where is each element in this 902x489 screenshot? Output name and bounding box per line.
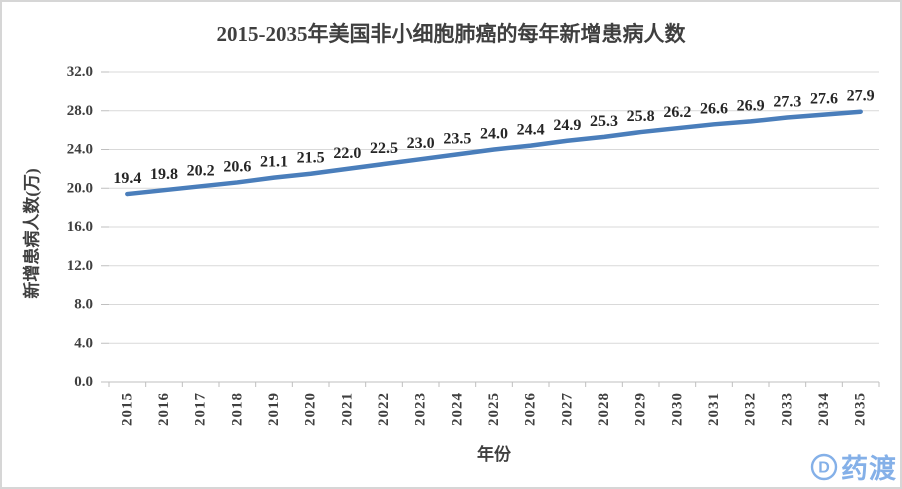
x-axis-title: 年份 bbox=[477, 445, 511, 464]
x-tick-label: 2016 bbox=[156, 392, 172, 426]
data-label: 26.6 bbox=[700, 100, 728, 117]
data-label: 23.5 bbox=[443, 130, 471, 147]
pharmacodia-logo-icon: D bbox=[810, 453, 838, 480]
data-label: 27.3 bbox=[773, 94, 801, 111]
x-tick-label: 2031 bbox=[706, 392, 722, 426]
x-tick-label: 2035 bbox=[853, 392, 869, 426]
x-tick-label: 2019 bbox=[266, 392, 282, 426]
data-label: 24.0 bbox=[480, 126, 508, 143]
x-tick-label: 2029 bbox=[633, 392, 649, 426]
x-tick-label: 2027 bbox=[559, 392, 575, 426]
data-label: 24.9 bbox=[553, 117, 581, 134]
data-label: 23.0 bbox=[407, 135, 435, 152]
x-tick-label: 2028 bbox=[596, 392, 612, 426]
data-label: 26.2 bbox=[663, 104, 691, 121]
y-tick-label: 20.0 bbox=[67, 180, 93, 196]
x-tick-label: 2022 bbox=[376, 392, 392, 426]
y-tick-label: 32.0 bbox=[67, 64, 93, 80]
y-tick-label: 24.0 bbox=[67, 142, 93, 158]
watermark: D 药渡 bbox=[809, 447, 897, 486]
data-label: 21.1 bbox=[260, 154, 288, 171]
data-label: 19.4 bbox=[113, 170, 141, 187]
x-tick-label: 2034 bbox=[816, 392, 832, 426]
svg-text:D: D bbox=[818, 459, 830, 476]
y-tick-label: 4.0 bbox=[74, 335, 93, 351]
y-axis-title: 新增患病人数(万) bbox=[22, 168, 42, 299]
x-tick-label: 2015 bbox=[119, 392, 135, 426]
data-label: 19.8 bbox=[150, 166, 178, 183]
x-tick-label: 2030 bbox=[669, 392, 685, 426]
data-label: 26.9 bbox=[737, 97, 765, 114]
data-label: 25.3 bbox=[590, 113, 618, 130]
data-label: 25.8 bbox=[627, 108, 655, 125]
x-tick-label: 2018 bbox=[229, 392, 245, 426]
x-tick-label: 2017 bbox=[193, 392, 209, 426]
y-tick-label: 12.0 bbox=[67, 258, 93, 274]
x-tick-label: 2021 bbox=[339, 392, 355, 426]
x-tick-label: 2025 bbox=[486, 392, 502, 426]
y-tick-label: 0.0 bbox=[74, 374, 93, 390]
x-tick-label: 2033 bbox=[779, 392, 795, 426]
chart-title: 2015-2035年美国非小细胞肺癌的每年新增患病人数 bbox=[216, 22, 686, 46]
data-label: 22.0 bbox=[333, 145, 361, 162]
x-tick-label: 2020 bbox=[303, 392, 319, 426]
data-label: 20.2 bbox=[187, 162, 215, 179]
x-tick-label: 2032 bbox=[743, 392, 759, 426]
data-label: 22.5 bbox=[370, 140, 398, 157]
x-tick-label: 2024 bbox=[449, 392, 465, 426]
data-label: 24.4 bbox=[517, 122, 545, 139]
data-label: 27.9 bbox=[847, 88, 875, 105]
x-tick-label: 2026 bbox=[523, 392, 539, 426]
y-tick-label: 16.0 bbox=[67, 219, 93, 235]
data-label: 20.6 bbox=[223, 158, 251, 175]
x-tick-label: 2023 bbox=[413, 392, 429, 426]
data-label: 27.6 bbox=[810, 91, 838, 108]
watermark-text: 药渡 bbox=[841, 454, 897, 484]
data-label: 21.5 bbox=[297, 150, 325, 167]
y-tick-label: 8.0 bbox=[74, 297, 93, 313]
series-line bbox=[125, 109, 863, 197]
y-tick-label: 28.0 bbox=[67, 103, 93, 119]
